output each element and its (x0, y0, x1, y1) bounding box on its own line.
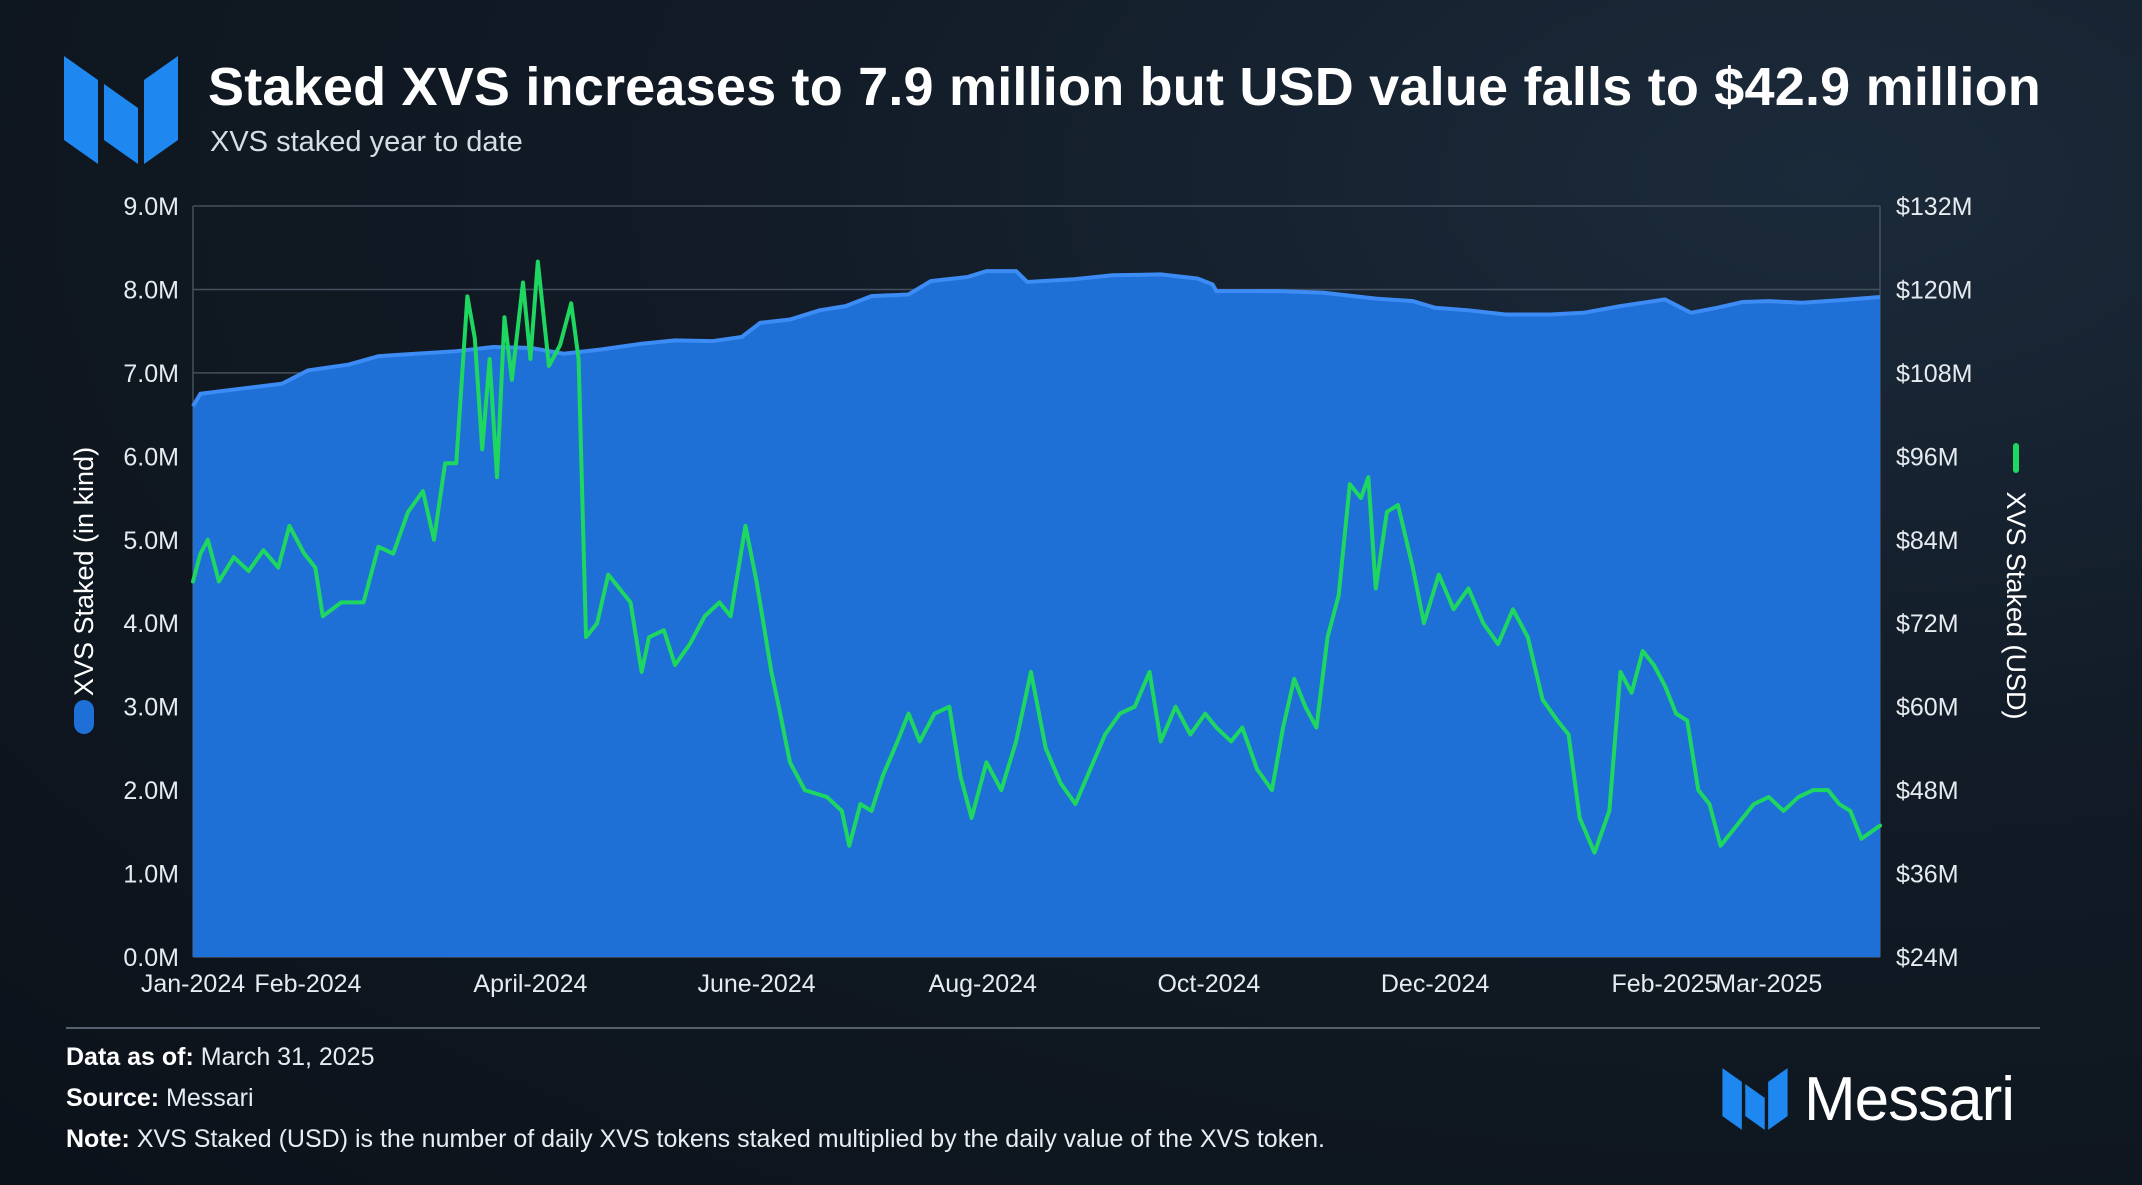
y-tick-right: $96M (1896, 443, 1959, 471)
y-tick-left: 6.0M (123, 443, 179, 471)
page-title: Staked XVS increases to 7.9 million but … (208, 57, 2041, 117)
y-tick-left: 5.0M (123, 527, 179, 555)
y-tick-right: $108M (1896, 360, 1972, 388)
messari-logo-icon (64, 56, 178, 164)
y-tick-left: 7.0M (123, 360, 179, 388)
y-tick-left: 4.0M (123, 610, 179, 638)
axes: 0.0M $24M 1.0M $36M 2.0M $48M 3.0M $60M 4.0M $72M… (69, 193, 2031, 998)
x-tick-label: Oct-2024 (1157, 970, 1260, 998)
messari-brand: Messari (1722, 1064, 2015, 1134)
y-tick-left: 2.0M (123, 777, 179, 805)
y-tick-right: $24M (1896, 944, 1959, 972)
x-tick-label: Feb-2025 (1611, 970, 1718, 998)
y-tick-right: $132M (1896, 193, 1972, 221)
messari-brand-icon (1722, 1068, 1788, 1130)
x-tick-label: Jan-2024 (141, 970, 245, 998)
y-tick-left: 9.0M (123, 193, 179, 221)
y-tick-right: $36M (1896, 861, 1959, 889)
in-kind-area (193, 271, 1880, 957)
x-tick-label: Dec-2024 (1381, 970, 1489, 998)
x-tick-label: April-2024 (473, 970, 587, 998)
x-tick-label: Mar-2025 (1715, 970, 1822, 998)
y-tick-left: 8.0M (123, 276, 179, 304)
source-line: Source: Messari (66, 1084, 254, 1112)
y-axis-title-left: XVS Staked (in kind) (69, 447, 99, 696)
x-tick-label: Feb-2024 (254, 970, 361, 998)
y-axis-title-right: XVS Staked (USD) (2001, 491, 2031, 719)
page-subtitle: XVS staked year to date (210, 126, 523, 158)
x-tick-label: Aug-2024 (929, 970, 1038, 998)
note-line: Note: XVS Staked (USD) is the number of … (66, 1125, 1325, 1153)
y-tick-right: $60M (1896, 694, 1959, 722)
x-tick-label: June-2024 (697, 970, 815, 998)
footer-divider (66, 1027, 2040, 1029)
y-tick-right: $72M (1896, 610, 1959, 638)
legend-marker-in-kind (74, 700, 94, 734)
y-tick-left: 1.0M (123, 861, 179, 889)
y-tick-left: 3.0M (123, 694, 179, 722)
usd-line (191, 259, 1882, 855)
messari-brand-name: Messari (1804, 1064, 2015, 1134)
in-kind-area-series (191, 269, 1881, 957)
legend-marker-usd (2013, 443, 2019, 473)
y-tick-right: $84M (1896, 527, 1959, 555)
y-tick-right: $48M (1896, 777, 1959, 805)
y-tick-right: $120M (1896, 276, 1972, 304)
y-tick-left: 0.0M (123, 944, 179, 972)
usd-line-series (191, 259, 1882, 855)
data-as-of: Data as of: March 31, 2025 (66, 1043, 375, 1071)
